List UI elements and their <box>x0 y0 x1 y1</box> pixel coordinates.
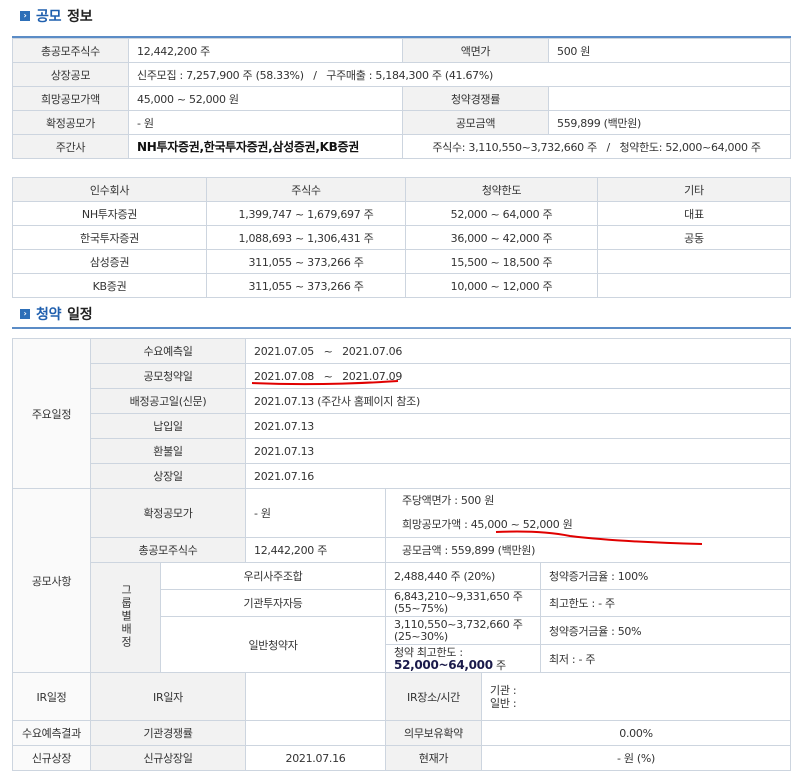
table-row: 한국투자증권 1,088,693 ~ 1,306,431 주 36,000 ~ 42… <box>12 225 791 250</box>
table-row: 신규상장 신규상장일 2021.07.16 현재가 - 원 (%) <box>12 745 791 771</box>
table-row: NH투자증권 1,399,747 ~ 1,679,697 주 52,000 ~ 64… <box>12 201 791 226</box>
table-row: 상장일 2021.07.16 <box>13 463 791 489</box>
table-row: 주요일정 수요예측일 2021.07.05 ~ 2021.07.06 <box>12 338 791 489</box>
table-row: 삼성증권 311,055 ~ 373,266 주 15,500 ~ 18,500 주 <box>12 249 791 274</box>
schedule-table: 주요일정 수요예측일 2021.07.05 ~ 2021.07.06 공모청약일 20… <box>12 338 791 771</box>
table-row: IR일정 IR일자 IR장소/시간 기관 : 일반 : <box>12 672 791 721</box>
underwriters-table: 인수회사 주식수 청약한도 기타 NH투자증권 1,399,747 ~ 1,679,69… <box>12 177 791 298</box>
table-row: KB증권 311,055 ~ 373,266 주 10,000 ~ 12,000 주 <box>12 273 791 298</box>
table-row: 청약 최고한도 :52,000~64,000 주 최저 : - 주 <box>13 644 791 673</box>
table-row: 환불일 2021.07.13 <box>13 438 791 464</box>
table-row: 희망공모가액 45,000 ~ 52,000 원 청약경쟁률 <box>12 86 791 111</box>
table-row: 공모사항 확정공모가 - 원 주당액면가 : 500 원 희망공모가액 : 45,000… <box>12 488 791 673</box>
table-row: 상장공모 신주모집 : 7,257,900 주 (58.33%) / 구주매출 :… <box>12 62 791 87</box>
table-row: 총공모주식수 12,442,200 주 공모금액 : 559,899 (백만원) <box>13 537 791 563</box>
divider <box>12 327 791 329</box>
table-row: 총공모주식수 12,442,200 주 액면가 500 원 <box>12 38 791 63</box>
chevron-right-icon: › <box>20 309 30 319</box>
table-row: 그룹별배정 우리사주조합 2,488,440 주 (20%) 청약증거금율 : 100… <box>13 562 791 673</box>
table-row: 확정공모가 - 원 공모금액 559,899 (백만원) <box>12 110 791 135</box>
ipo-info-table: 총공모주식수 12,442,200 주 액면가 500 원 상장공모 신주모집 : 7,… <box>12 38 791 159</box>
table-row: 일반청약자 3,110,550~3,732,660 주 (25~30%) 청약증거금… <box>13 616 791 673</box>
table-row: 공모청약일 2021.07.08 ~ 2021.07.09 <box>13 363 791 389</box>
table-header: 인수회사 주식수 청약한도 기타 <box>12 177 791 202</box>
table-row: 납입일 2021.07.13 <box>13 413 791 439</box>
table-row: 주간사 NH투자증권,한국투자증권,삼성증권,KB증권 주식수: 3,110,550… <box>12 134 791 159</box>
lead-managers: NH투자증권,한국투자증권,삼성증권,KB증권 <box>128 134 403 159</box>
chevron-right-icon: › <box>20 11 30 21</box>
divider <box>12 36 791 38</box>
table-row: 배정공고일(신문) 2021.07.13 (주간사 홈페이지 참조) <box>13 388 791 414</box>
table-row: 기관투자자등 6,843,210~9,331,650 주 (55~75%) 최고한도… <box>13 589 791 617</box>
section-title-schedule: › 청약 일정 <box>20 304 93 324</box>
table-row: 수요예측결과 기관경쟁률 의무보유확약 0.00% <box>12 720 791 746</box>
section-title-ipo-info: › 공모 정보 <box>20 6 93 26</box>
